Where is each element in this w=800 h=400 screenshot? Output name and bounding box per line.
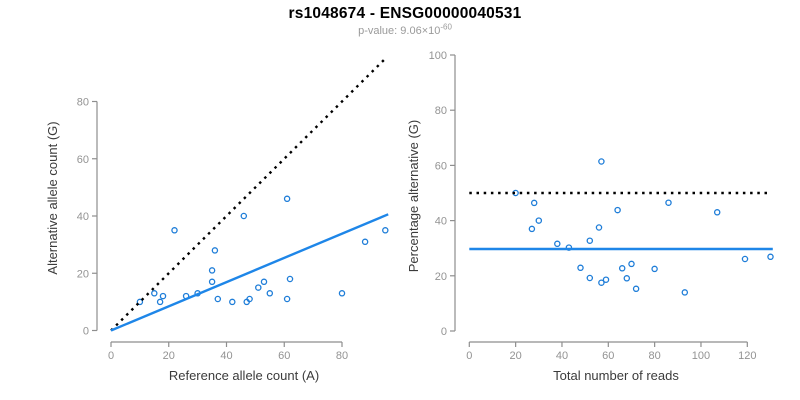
x-axis-title: Total number of reads (553, 368, 679, 383)
data-point (283, 295, 291, 303)
x-tick-label: 40 (220, 350, 232, 362)
data-point (528, 225, 536, 233)
x-tick-label: 0 (108, 350, 114, 362)
title-text: rs1048674 - ENSG00000040531 (288, 5, 522, 22)
identity-line (110, 57, 387, 332)
data-point (530, 199, 538, 207)
x-axis-title: Reference allele count (A) (169, 368, 319, 383)
data-point (595, 224, 603, 231)
y-tick-label: 20 (435, 271, 447, 283)
x-tick-label: 120 (738, 350, 756, 362)
data-point (214, 295, 222, 303)
ref-vs-alt-scatter: 0 20 40 60 80 0 20 40 60 80 Reference allele count… (45, 57, 389, 383)
figure-title: rs1048674 - ENSG00000040531 (10, 5, 800, 23)
data-point (208, 278, 216, 286)
data-point (681, 289, 689, 296)
x-tick-label: 100 (692, 350, 710, 362)
x-tick-label: 0 (466, 350, 472, 362)
y-tick-label: 0 (83, 326, 89, 338)
data-point (535, 217, 543, 224)
data-point (623, 275, 631, 282)
data-point (338, 290, 346, 297)
data-point (767, 253, 774, 261)
data-point (246, 295, 253, 303)
data-point (651, 265, 658, 273)
y-axis-title: Alternative allele count (G) (45, 121, 60, 274)
data-point (665, 199, 672, 206)
x-tick-label: 80 (336, 350, 348, 362)
data-point (586, 237, 594, 244)
y-tick-label: 100 (429, 50, 447, 62)
data-point (618, 265, 626, 272)
data-point (577, 264, 584, 272)
data-point (171, 227, 178, 234)
y-tick-label: 20 (77, 268, 89, 280)
data-point (598, 158, 605, 165)
x-tick-label: 20 (510, 350, 522, 362)
data-point (229, 298, 236, 306)
data-point (632, 285, 640, 293)
y-tick-label: 40 (435, 216, 447, 228)
pvalue-prefix: p-value: (358, 25, 401, 37)
data-point (283, 195, 291, 203)
y-axis-title: Percentage alternative (G) (406, 120, 421, 272)
data-point (266, 290, 274, 297)
x-tick-label: 60 (278, 350, 290, 362)
y-tick-label: 80 (435, 105, 447, 117)
y-tick-label: 60 (435, 160, 447, 172)
data-point (286, 275, 294, 283)
y-tick-label: 0 (441, 326, 447, 338)
data-point (208, 267, 216, 274)
x-tick-label: 20 (163, 350, 175, 362)
data-point (151, 290, 158, 297)
reads-vs-percentage-scatter: 0 20 40 60 80 100 120 0 20 40 60 80 100 Total number … (406, 50, 774, 383)
data-point (586, 274, 594, 282)
y-tick-label: 40 (77, 211, 89, 223)
data-point (614, 206, 621, 214)
figure-subtitle: p-value: 9.06×10-60 (10, 22, 800, 37)
x-tick-label: 60 (602, 350, 614, 362)
data-point (554, 240, 561, 248)
data-point (136, 298, 144, 306)
y-tick-label: 60 (77, 154, 89, 166)
pvalue-base: 9.06×10 (400, 25, 441, 37)
data-point (382, 227, 389, 234)
data-point (260, 278, 268, 286)
data-point (713, 209, 721, 216)
data-point (211, 247, 219, 254)
data-point (741, 255, 749, 263)
fit-line (110, 213, 389, 332)
data-point (156, 298, 164, 306)
data-point (628, 260, 635, 268)
data-point (159, 292, 167, 300)
data-point (240, 212, 248, 220)
data-point (602, 276, 610, 283)
x-tick-label: 40 (556, 350, 568, 362)
data-point (598, 279, 605, 286)
x-tick-label: 80 (649, 350, 661, 362)
data-point (361, 238, 369, 246)
data-point (255, 284, 262, 291)
pvalue-exponent: -60 (440, 22, 452, 32)
y-tick-label: 80 (77, 97, 89, 109)
